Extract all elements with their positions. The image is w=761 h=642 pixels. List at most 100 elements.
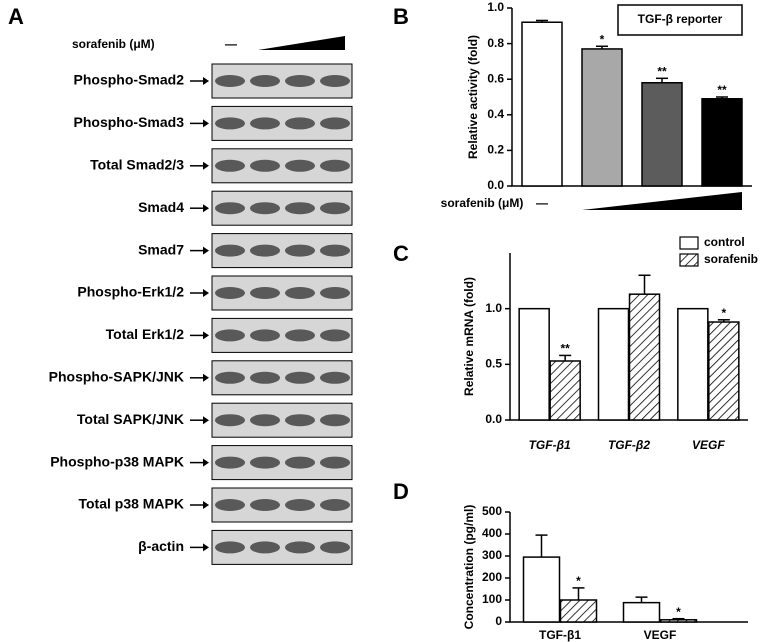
band — [250, 75, 280, 87]
y-tick-label: 0.6 — [487, 71, 504, 85]
band — [285, 159, 315, 172]
significance: * — [676, 605, 681, 619]
band — [250, 244, 280, 257]
arrow-head — [203, 331, 209, 340]
arrow-head — [203, 161, 209, 170]
blot-label: Phospho-Erk1/2 — [77, 284, 184, 300]
band — [285, 371, 315, 384]
annotation: TGF-β reporter — [638, 12, 723, 26]
panel-label: C — [393, 241, 409, 266]
band — [285, 75, 315, 87]
arrow-head — [203, 204, 209, 213]
band — [285, 541, 315, 554]
band — [320, 371, 350, 384]
dose-ramp — [258, 36, 345, 50]
significance: * — [600, 32, 605, 46]
band — [320, 414, 350, 427]
bar — [549, 360, 581, 421]
x-tick-label: — — [536, 196, 548, 210]
band — [320, 329, 350, 342]
y-tick-label: 0 — [495, 614, 502, 628]
band — [215, 329, 245, 342]
y-tick-label: 1.0 — [485, 301, 502, 315]
blot-label: Total Erk1/2 — [106, 326, 185, 342]
legend-swatch — [679, 236, 699, 250]
panel-label: A — [8, 4, 24, 29]
y-tick-label: 0.0 — [485, 412, 502, 426]
y-tick-label: 0.0 — [487, 178, 504, 192]
annotation-box — [617, 4, 743, 36]
significance: * — [721, 306, 726, 320]
x-tick-label: TGF-β2 — [608, 438, 650, 452]
y-tick-label: 0.5 — [485, 357, 502, 371]
arrow-head — [203, 77, 209, 85]
bar — [628, 293, 661, 421]
band — [250, 329, 280, 342]
y-tick-label: 0.8 — [487, 36, 504, 50]
x-tick-label: VEGF — [644, 628, 677, 642]
band — [215, 117, 245, 130]
bar — [708, 321, 740, 421]
dose-ramp — [582, 192, 742, 210]
band — [320, 159, 350, 172]
y-axis-label: Relative activity (fold) — [466, 35, 480, 159]
band — [285, 414, 315, 427]
band — [250, 414, 280, 427]
band — [320, 75, 350, 87]
band — [320, 117, 350, 130]
band — [215, 499, 245, 511]
x-tick-label: TGF-β1 — [529, 438, 571, 452]
arrow-head — [203, 373, 209, 382]
arrow-head — [203, 119, 209, 128]
arrow-head — [203, 246, 209, 255]
y-axis-label: Relative mRNA (fold) — [462, 277, 476, 396]
band — [215, 159, 245, 172]
band — [320, 541, 350, 554]
blot-label: Smad7 — [138, 241, 184, 257]
band — [285, 287, 315, 299]
band — [250, 159, 280, 172]
y-tick-label: 500 — [482, 504, 502, 518]
blot-label: β-actin — [138, 538, 184, 554]
bar — [622, 601, 661, 623]
band — [250, 499, 280, 511]
band — [215, 371, 245, 384]
band — [250, 287, 280, 299]
band — [320, 287, 350, 299]
significance: ** — [657, 64, 667, 78]
band — [285, 499, 315, 511]
significance: ** — [560, 342, 570, 356]
arrow-head — [203, 416, 209, 425]
band — [250, 117, 280, 130]
band — [285, 244, 315, 257]
bar — [522, 556, 561, 623]
arrow-head — [203, 458, 209, 467]
significance: * — [576, 574, 581, 588]
blot-label: Total SAPK/JNK — [77, 411, 184, 427]
band — [215, 202, 245, 215]
y-axis-label: Concentration (pg/ml) — [462, 505, 476, 630]
band — [320, 202, 350, 215]
bar — [597, 307, 630, 421]
bar — [518, 307, 550, 421]
arrow-head — [203, 543, 209, 552]
panel-label: D — [393, 479, 409, 504]
band — [285, 456, 315, 469]
band — [250, 456, 280, 469]
significance: ** — [717, 83, 727, 97]
bar — [581, 48, 623, 187]
x-axis-label: sorafenib (μM) — [441, 196, 524, 210]
band — [215, 541, 245, 554]
band — [320, 244, 350, 257]
band — [215, 456, 245, 469]
band — [285, 329, 315, 342]
bar — [701, 98, 743, 187]
bar — [641, 82, 683, 187]
bar — [659, 619, 698, 623]
y-tick-label: 300 — [482, 548, 502, 562]
band — [250, 371, 280, 384]
legend-label: control — [704, 235, 745, 249]
panel-label: B — [393, 4, 409, 29]
band — [250, 202, 280, 215]
y-tick-label: 1.0 — [487, 0, 504, 14]
